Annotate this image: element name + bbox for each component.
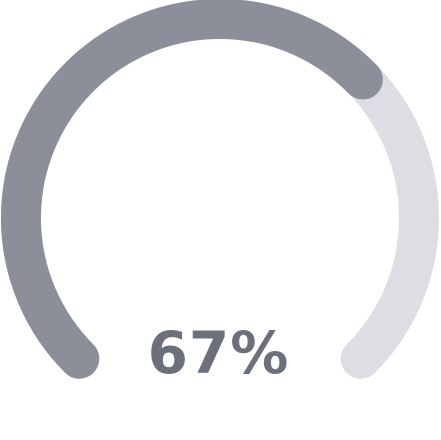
- gauge-value-label: 67%: [147, 319, 290, 387]
- gauge-fill-arc: [0, 0, 383, 379]
